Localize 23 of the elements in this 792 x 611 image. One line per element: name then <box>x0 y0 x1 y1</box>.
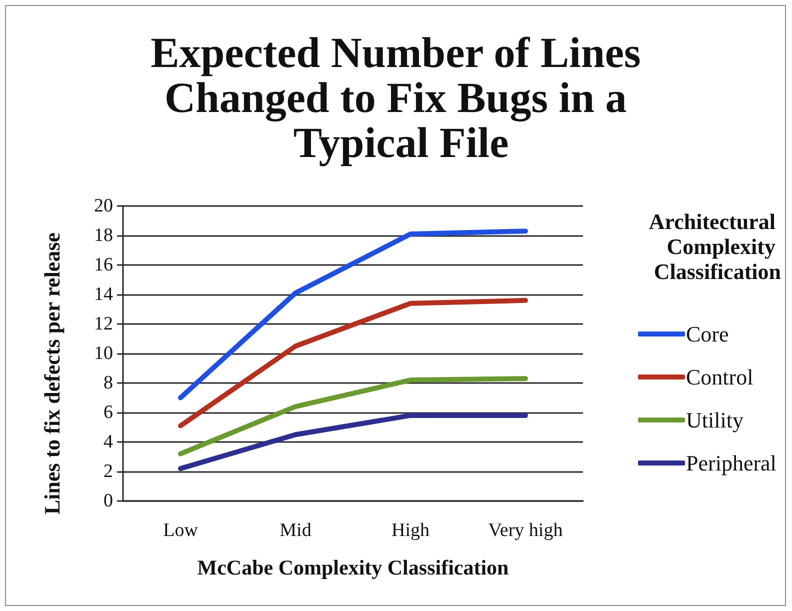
x-tick-label: Low <box>163 520 198 541</box>
x-tick-label: Mid <box>280 520 312 541</box>
x-tick-label: High <box>392 520 430 541</box>
x-tick-label: Very high <box>488 520 564 541</box>
x-axis-title: McCabe Complexity Classification <box>197 556 510 580</box>
chart-title: Expected Number of Lines Changed to Fix Bugs in a Typical File <box>150 30 652 167</box>
y-tick-label: 18 <box>94 225 113 246</box>
y-tick-label: 12 <box>94 314 113 334</box>
y-tick-label: 20 <box>94 196 113 216</box>
y-tick-label: 10 <box>94 343 113 364</box>
y-axis-title: Lines to fix defects per release <box>40 232 64 515</box>
legend-label: Peripheral <box>686 450 776 476</box>
y-tick-label: 16 <box>94 254 113 276</box>
y-tick-label: 0 <box>104 490 113 512</box>
legend-label: Control <box>686 364 754 390</box>
legend-label: Utility <box>686 408 744 432</box>
y-tick-label: 6 <box>104 402 113 423</box>
y-tick-label: 8 <box>104 372 113 394</box>
y-tick-label: 14 <box>94 284 114 305</box>
y-tick-label: 4 <box>104 432 114 452</box>
legend-title: Architectural Complexity Classification <box>648 209 781 284</box>
y-tick-label: 2 <box>104 461 113 482</box>
legend-label: Core <box>686 322 729 346</box>
